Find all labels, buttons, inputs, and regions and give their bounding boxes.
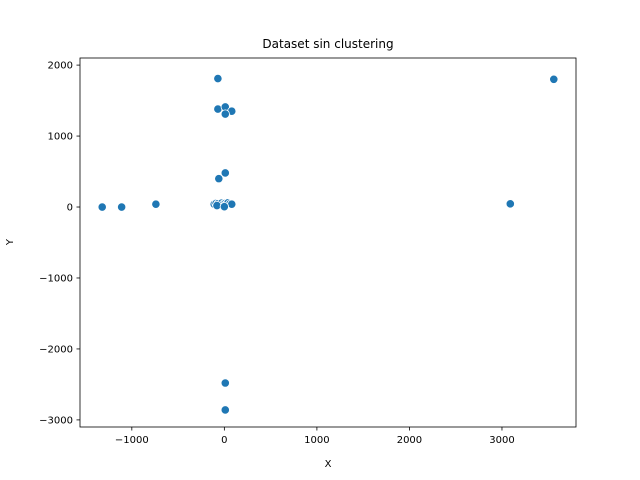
y-tick-label: 2000 bbox=[48, 61, 73, 72]
data-point bbox=[505, 199, 515, 209]
x-tick-label: 0 bbox=[221, 435, 227, 446]
y-tick-label: −2000 bbox=[39, 344, 73, 355]
x-tick-label: 2000 bbox=[397, 435, 422, 446]
data-point bbox=[97, 202, 107, 212]
x-axis: −1000 0 1000 2000 3000 bbox=[115, 427, 515, 446]
data-points bbox=[97, 73, 559, 415]
x-tick-label: 3000 bbox=[489, 435, 514, 446]
data-point bbox=[220, 378, 230, 388]
data-point bbox=[117, 202, 127, 212]
x-tick-label: 1000 bbox=[304, 435, 329, 446]
data-point bbox=[214, 174, 224, 184]
y-tick-label: 0 bbox=[67, 203, 73, 214]
data-point bbox=[549, 74, 559, 84]
y-tick-label: −1000 bbox=[39, 273, 73, 284]
x-axis-label: X bbox=[325, 459, 332, 470]
y-tick-label: 1000 bbox=[48, 132, 73, 143]
x-tick-label: −1000 bbox=[115, 435, 149, 446]
data-point bbox=[151, 199, 161, 209]
y-tick-label: −3000 bbox=[39, 415, 73, 426]
data-point bbox=[220, 405, 230, 415]
chart-title: Dataset sin clustering bbox=[262, 37, 393, 51]
data-point bbox=[219, 202, 229, 212]
data-point bbox=[220, 168, 230, 178]
data-point bbox=[213, 73, 223, 84]
data-point bbox=[220, 109, 230, 119]
y-axis: −3000 −2000 −1000 0 1000 2000 bbox=[39, 61, 80, 426]
y-axis-label: Y bbox=[5, 238, 16, 246]
plot-frame bbox=[79, 57, 577, 428]
